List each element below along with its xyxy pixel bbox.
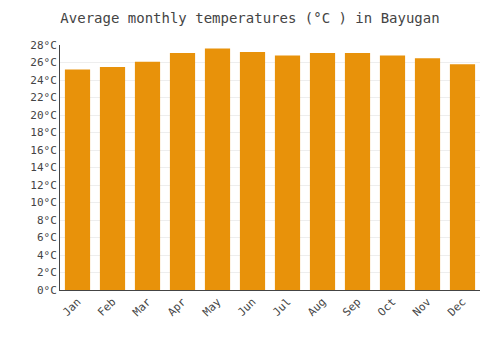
- svg-text:22°C: 22°C: [30, 91, 57, 104]
- svg-text:0°C: 0°C: [37, 284, 57, 297]
- svg-text:Sep: Sep: [340, 296, 363, 319]
- svg-text:Dec: Dec: [445, 296, 468, 319]
- svg-text:16°C: 16°C: [30, 144, 57, 157]
- svg-text:Oct: Oct: [375, 296, 398, 319]
- svg-text:Feb: Feb: [95, 296, 118, 319]
- svg-text:12°C: 12°C: [30, 179, 57, 192]
- svg-text:28°C: 28°C: [30, 39, 57, 52]
- svg-text:2°C: 2°C: [37, 266, 57, 279]
- svg-text:Jan: Jan: [60, 296, 83, 319]
- svg-text:6°C: 6°C: [37, 231, 57, 244]
- svg-text:Jun: Jun: [235, 296, 258, 319]
- svg-text:18°C: 18°C: [30, 126, 57, 139]
- svg-text:Mar: Mar: [130, 295, 154, 319]
- svg-text:Nov: Nov: [410, 295, 434, 319]
- svg-text:Jul: Jul: [270, 296, 293, 319]
- svg-text:4°C: 4°C: [37, 249, 57, 262]
- svg-text:8°C: 8°C: [37, 214, 57, 227]
- svg-text:26°C: 26°C: [30, 56, 57, 69]
- svg-text:Aug: Aug: [305, 296, 328, 319]
- svg-text:14°C: 14°C: [30, 161, 57, 174]
- svg-text:10°C: 10°C: [30, 196, 57, 209]
- svg-text:24°C: 24°C: [30, 74, 57, 87]
- svg-text:Apr: Apr: [165, 295, 189, 319]
- svg-text:20°C: 20°C: [30, 109, 57, 122]
- svg-text:May: May: [200, 295, 224, 319]
- svg-text:Average monthly temperatures (: Average monthly temperatures (°C ) in Ba…: [60, 10, 439, 26]
